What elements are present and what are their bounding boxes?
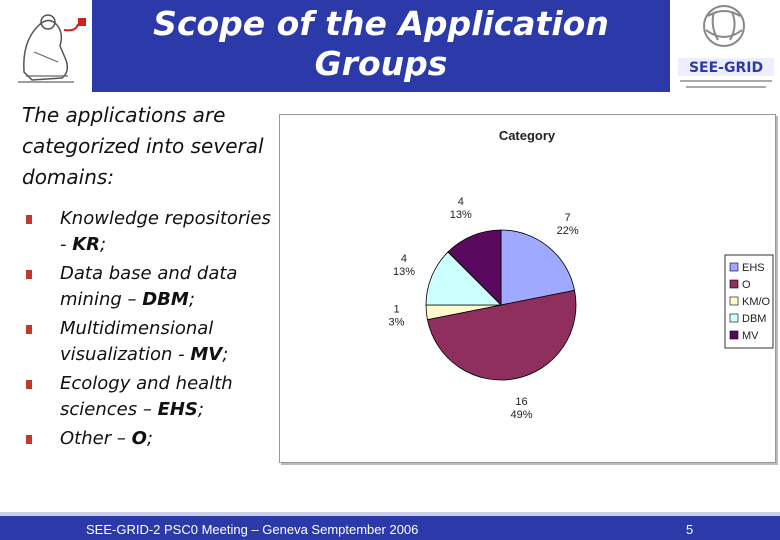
footer-divider: [0, 512, 780, 516]
slice-percent-label: 13%: [450, 209, 472, 221]
slice-percent-label: 13%: [393, 266, 415, 278]
intro-text: The applications are categorized into se…: [22, 103, 264, 189]
legend-swatch: [729, 330, 739, 340]
bullet-suffix: ;: [100, 233, 107, 255]
chart-legend: EHS O KM/O DBM MV: [724, 254, 774, 349]
legend-swatch: [729, 279, 739, 289]
legend-label: O: [742, 279, 751, 291]
bullet-item: Multidimensional visualization - MV;: [24, 316, 274, 367]
pie-slice-mv: [447, 229, 502, 306]
bullet-suffix: ;: [188, 288, 195, 310]
slice-value-label: 7: [565, 212, 571, 224]
see-grid-logo-text: SEE-GRID: [689, 60, 763, 76]
bullet-list: Knowledge repositories - KR; Data base a…: [24, 206, 274, 456]
slice-value-label: 4: [401, 253, 407, 265]
bullet-item: Other – O;: [24, 426, 274, 452]
bullet-text: Other –: [60, 428, 132, 449]
slice-percent-label: 49%: [510, 409, 532, 421]
bullet-text: Ecology and health sciences –: [60, 373, 233, 420]
pie-slice-dbm: [425, 251, 502, 306]
see-grid-logo-icon: SEE-GRID: [672, 0, 780, 94]
slide-footer: [0, 516, 780, 540]
bullet-item: Data base and data mining – DBM;: [24, 261, 274, 312]
bullet-abbr: MV: [190, 343, 223, 365]
slice-percent-label: 3%: [389, 316, 405, 328]
bullet-text: Knowledge repositories -: [60, 208, 271, 255]
bullet-abbr: O: [131, 428, 147, 449]
legend-label: MV: [742, 330, 759, 342]
logo-left-icon: [4, 2, 90, 90]
chart-frame: Category 7 22% 16 49% 1 3% 4 13% 4 13% EHS O KM/O DB…: [279, 114, 776, 463]
bullet-marker-icon: [26, 215, 32, 224]
legend-swatch: [729, 296, 739, 306]
bullet-suffix: ;: [146, 428, 153, 449]
bullet-marker-icon: [26, 380, 32, 389]
bullet-suffix: ;: [222, 343, 229, 365]
footer-text: SEE-GRID-2 PSC0 Meeting – Geneva Semptem…: [86, 522, 419, 537]
bullet-suffix: ;: [197, 398, 204, 420]
slice-value-label: 1: [393, 303, 399, 315]
bullet-item: Ecology and health sciences – EHS;: [24, 371, 274, 422]
bullet-marker-icon: [26, 325, 32, 334]
legend-swatch: [729, 262, 739, 272]
slice-value-label: 4: [458, 196, 464, 208]
bullet-abbr: EHS: [157, 398, 198, 420]
legend-swatch: [729, 313, 739, 323]
slide-header: Scope of the Application Groups SEE-GRID: [0, 0, 780, 94]
legend-label: KM/O: [742, 296, 771, 308]
pie-slices: [425, 229, 577, 381]
slice-value-label: 16: [515, 396, 527, 408]
slide-title: Scope of the Application Groups: [153, 4, 609, 83]
bullet-text: Multidimensional visualization -: [60, 318, 214, 365]
page-number: 5: [686, 522, 694, 537]
bullet-item: Knowledge repositories - KR;: [24, 206, 274, 257]
bullet-marker-icon: [26, 270, 32, 279]
bullet-text: Data base and data mining –: [60, 263, 238, 310]
legend-label: EHS: [742, 262, 765, 274]
pie-slice-o: [426, 289, 577, 381]
bullet-abbr: DBM: [142, 288, 189, 310]
chart-title: Category: [499, 128, 556, 143]
title-band: [92, 0, 670, 92]
bullet-abbr: KR: [72, 233, 101, 255]
pie-slice-ehs: [500, 229, 576, 306]
bullet-marker-icon: [26, 435, 32, 444]
legend-label: DBM: [742, 313, 766, 325]
slice-percent-label: 22%: [557, 225, 579, 237]
